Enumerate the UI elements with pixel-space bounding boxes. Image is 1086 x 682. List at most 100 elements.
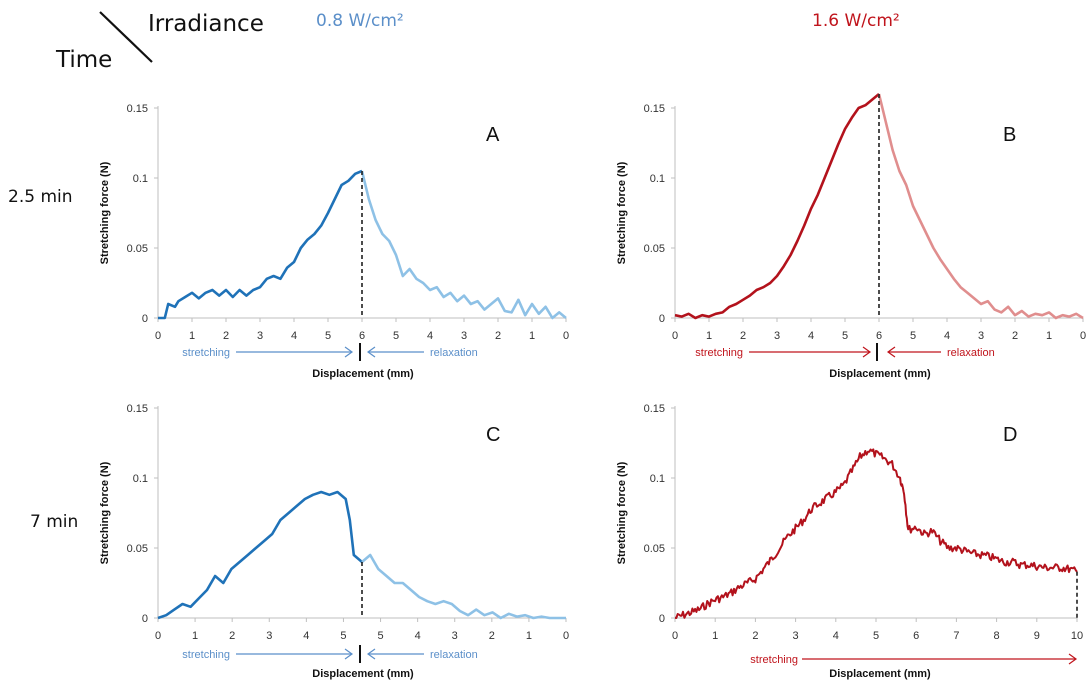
- stretching-arrow-head: [344, 648, 354, 660]
- x-tick-label: 2: [740, 330, 746, 342]
- y-tick-label: 0: [659, 313, 665, 325]
- x-tick-label: 3: [452, 630, 458, 642]
- irradiance-high-label: 1.6 W/cm²: [812, 11, 900, 31]
- x-tick-label: 6: [359, 330, 365, 342]
- y-tick-label: 0.05: [644, 543, 665, 555]
- x-tick-label: 3: [793, 630, 799, 642]
- stretching-label: stretching: [695, 347, 743, 359]
- stretching-label: stretching: [182, 347, 230, 359]
- series-line-stretching: [674, 448, 1078, 619]
- chart-panel-d: 0 0.05 0.1 0.15 0 1 2 3 4 5 6 7 8 9 10 Stretching force…: [616, 403, 1083, 680]
- x-tick-label: 0: [155, 330, 161, 342]
- x-tick-label: 2: [489, 630, 495, 642]
- x-axis-title: Displacement (mm): [312, 668, 414, 680]
- y-axis-title: Stretching force (N): [616, 461, 628, 564]
- x-tick-label: 5: [377, 630, 383, 642]
- series-line-relaxation: [361, 553, 566, 620]
- irradiance-low-label: 0.8 W/cm²: [316, 11, 404, 31]
- x-tick-label: 4: [808, 330, 814, 342]
- x-tick-label: 3: [266, 630, 272, 642]
- y-tick-label: 0: [142, 313, 148, 325]
- x-tick-label: 1: [192, 630, 198, 642]
- y-tick-label: 0.1: [650, 173, 665, 185]
- panel-label: C: [486, 424, 500, 446]
- chart-panel-a: 0 0.05 0.1 0.15 0 1 2 3 4 5 6 5 4 3 2 1 0 Stretching forc…: [99, 103, 569, 380]
- irradiance-label: Irradiance: [148, 11, 264, 37]
- series-line-stretching: [674, 92, 880, 320]
- x-tick-label: 4: [944, 330, 950, 342]
- x-tick-label: 5: [393, 330, 399, 342]
- x-tick-label: 2: [1012, 330, 1018, 342]
- x-tick-label: 5: [340, 630, 346, 642]
- x-tick-label: 4: [427, 330, 433, 342]
- panel-label: D: [1003, 424, 1017, 446]
- stretching-arrow-head: [344, 346, 354, 358]
- y-tick-label: 0.05: [127, 243, 148, 255]
- x-tick-label: 1: [712, 630, 718, 642]
- x-tick-label: 2: [495, 330, 501, 342]
- series-line-relaxation: [360, 170, 567, 320]
- stretching-label: stretching: [750, 654, 798, 666]
- series-line-stretching: [158, 169, 363, 320]
- time-long-label: 7 min: [30, 512, 78, 532]
- chart-panel-b: 0 0.05 0.1 0.15 0 1 2 3 4 5 6 5 4 3 2 1 0 Stretching forc…: [616, 92, 1086, 380]
- time-short-label: 2.5 min: [8, 187, 73, 207]
- y-tick-label: 0.1: [133, 173, 148, 185]
- x-tick-label: 6: [913, 630, 919, 642]
- relaxation-label: relaxation: [947, 347, 995, 359]
- header-diagonal-divider: [99, 11, 153, 63]
- x-tick-label: 6: [876, 330, 882, 342]
- y-tick-label: 0.15: [127, 103, 148, 115]
- x-tick-label: 1: [529, 330, 535, 342]
- stretching-label: stretching: [182, 649, 230, 661]
- y-tick-label: 0: [659, 613, 665, 625]
- x-tick-label: 2: [223, 330, 229, 342]
- y-tick-label: 0.15: [644, 403, 665, 415]
- x-tick-label: 4: [833, 630, 839, 642]
- y-axis-title: Stretching force (N): [99, 461, 111, 564]
- x-tick-label: 8: [994, 630, 1000, 642]
- y-axis-title: Stretching force (N): [99, 161, 111, 264]
- stretching-arrow-head: [1068, 653, 1078, 665]
- x-tick-label: 5: [873, 630, 879, 642]
- relaxation-arrow-head: [366, 346, 376, 358]
- y-tick-label: 0.1: [650, 473, 665, 485]
- x-tick-label: 0: [672, 630, 678, 642]
- x-axis-title: Displacement (mm): [829, 368, 931, 380]
- y-axis-title: Stretching force (N): [616, 161, 628, 264]
- x-tick-label: 1: [189, 330, 195, 342]
- relaxation-label: relaxation: [430, 347, 478, 359]
- x-tick-label: 1: [526, 630, 532, 642]
- x-axis-title: Displacement (mm): [312, 368, 414, 380]
- x-tick-label: 0: [1080, 330, 1086, 342]
- y-tick-label: 0.1: [133, 473, 148, 485]
- x-tick-label: 5: [842, 330, 848, 342]
- x-axis-title: Displacement (mm): [829, 668, 931, 680]
- x-tick-label: 3: [978, 330, 984, 342]
- x-tick-label: 7: [953, 630, 959, 642]
- x-tick-label: 1: [1046, 330, 1052, 342]
- x-tick-label: 3: [774, 330, 780, 342]
- x-tick-label: 0: [155, 630, 161, 642]
- y-tick-label: 0.15: [127, 403, 148, 415]
- x-tick-label: 2: [752, 630, 758, 642]
- x-tick-label: 4: [291, 330, 297, 342]
- y-tick-label: 0.15: [644, 103, 665, 115]
- x-tick-label: 5: [910, 330, 916, 342]
- y-tick-label: 0.05: [127, 543, 148, 555]
- figure-header: Time Irradiance 0.8 W/cm² 1.6 W/cm² 2.5 …: [8, 11, 900, 532]
- relaxation-arrow-head: [366, 648, 376, 660]
- stretching-arrow-head: [862, 346, 872, 358]
- x-tick-label: 0: [563, 630, 569, 642]
- chart-panel-c: 0 0.05 0.1 0.15 0 1 2 3 4 5 5 4 3 2 1 0 Stretching force…: [99, 403, 569, 680]
- time-label: Time: [55, 47, 112, 73]
- x-tick-label: 5: [325, 330, 331, 342]
- x-tick-label: 1: [706, 330, 712, 342]
- x-tick-label: 10: [1071, 630, 1083, 642]
- x-tick-label: 0: [672, 330, 678, 342]
- x-tick-label: 2: [229, 630, 235, 642]
- relaxation-label: relaxation: [430, 649, 478, 661]
- x-tick-label: 4: [303, 630, 309, 642]
- panel-label: A: [486, 124, 500, 146]
